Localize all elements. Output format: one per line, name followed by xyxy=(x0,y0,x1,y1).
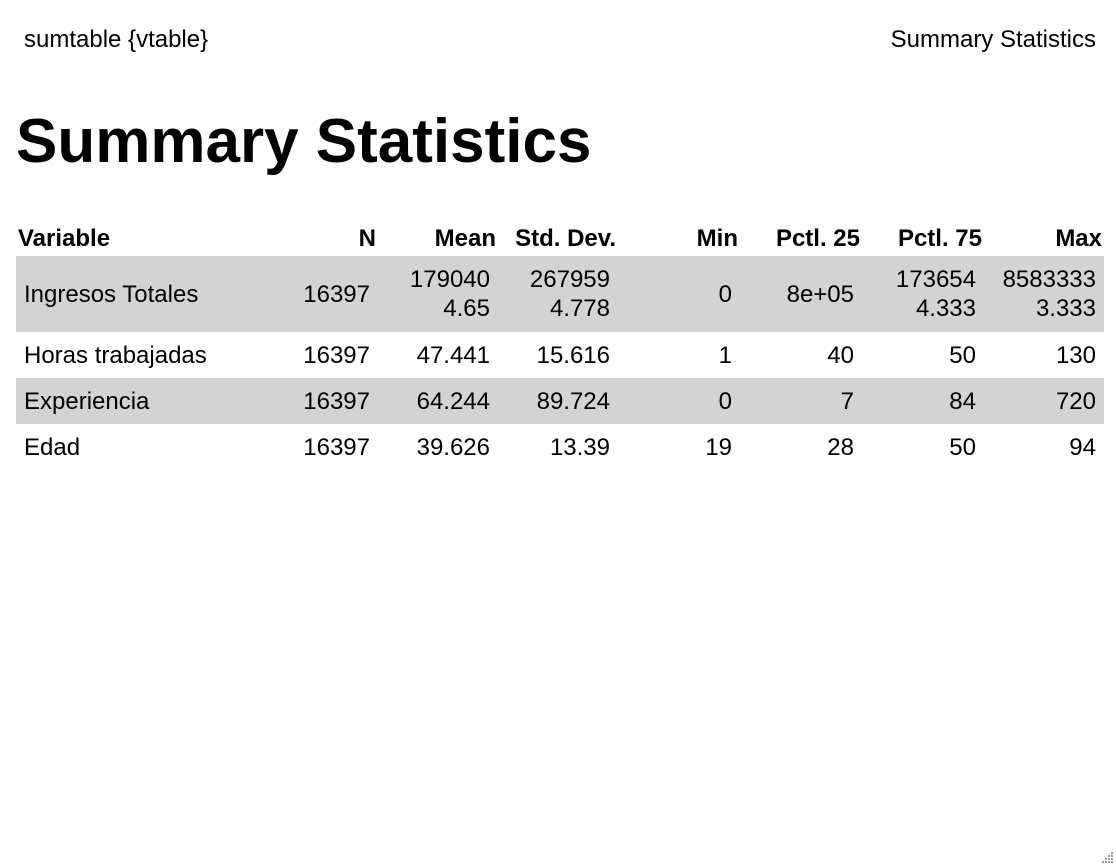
column-header-variable: Variable xyxy=(18,225,111,252)
column-header-pctl-25: Pctl. 25 xyxy=(775,225,860,252)
cell-std-dev-line-1: 267959 xyxy=(529,266,610,293)
column-header-n: N xyxy=(358,225,376,252)
cell-pctl-75-line-2: 4.333 xyxy=(915,295,976,322)
cell-n: 16397 xyxy=(303,341,370,369)
cell-pctl-75: 84 xyxy=(862,378,984,424)
help-page-header: sumtable {vtable} Summary Statistics xyxy=(0,0,1116,80)
column-header-std-dev: Std. Dev. xyxy=(515,225,616,252)
cell-n: 16397 xyxy=(288,256,378,332)
cell-std-dev-line-2: 4.778 xyxy=(549,295,610,322)
cell-std-dev: 13.39 xyxy=(549,433,610,461)
cell-n: 16397 xyxy=(288,378,378,424)
page-title: Summary Statistics xyxy=(16,107,592,176)
cell-pctl-25: 28 xyxy=(827,433,854,461)
cell-min: 0 xyxy=(618,378,740,424)
cell-mean-line-1: 179040 xyxy=(409,266,490,293)
cell-pctl-75: 50 xyxy=(949,433,976,461)
resize-grip-icon[interactable] xyxy=(1100,850,1114,864)
cell-pctl-75-line-1: 173654 xyxy=(895,266,976,293)
header-topic-label: sumtable {vtable} xyxy=(24,26,209,53)
cell-max: 720 xyxy=(984,378,1104,424)
column-header-pctl-75: Pctl. 75 xyxy=(897,225,982,252)
cell-std-dev: 267959 4.778 xyxy=(498,256,618,332)
table-header-row: Variable N Mean Std. Dev. Min Pctl. 25 P… xyxy=(16,222,1104,256)
cell-n: 16397 xyxy=(303,433,370,461)
cell-pctl-75: 173654 4.333 xyxy=(862,256,984,332)
cell-pctl-25: 7 xyxy=(740,378,862,424)
cell-max: 8583333 3.333 xyxy=(984,256,1104,332)
cell-variable: Ingresos Totales xyxy=(16,256,288,332)
summary-statistics-table: Variable N Mean Std. Dev. Min Pctl. 25 P… xyxy=(16,222,1104,470)
cell-variable: Edad xyxy=(24,433,81,461)
table-row: Experiencia 16397 64.244 89.724 0 7 84 7… xyxy=(16,378,1104,424)
cell-mean: 64.244 xyxy=(378,378,498,424)
cell-pctl-25: 8e+05 xyxy=(740,256,862,332)
header-page-label: Summary Statistics xyxy=(890,26,1096,53)
table-row: Horas trabajadas 16397 47.441 15.616 1 4… xyxy=(16,332,1104,378)
cell-variable: Horas trabajadas xyxy=(24,341,207,369)
cell-mean: 47.441 xyxy=(416,341,490,369)
column-header-min: Min xyxy=(696,225,738,252)
cell-mean-line-2: 4.65 xyxy=(443,295,490,322)
cell-min: 19 xyxy=(705,433,732,461)
cell-min: 1 xyxy=(718,341,732,369)
cell-mean: 39.626 xyxy=(416,433,490,461)
cell-std-dev: 15.616 xyxy=(536,341,610,369)
column-header-max: Max xyxy=(1055,225,1102,252)
cell-max: 130 xyxy=(1055,341,1096,369)
column-header-mean: Mean xyxy=(434,225,496,252)
cell-max-line-1: 8583333 xyxy=(1002,266,1096,293)
cell-min: 0 xyxy=(618,256,740,332)
cell-max-line-2: 3.333 xyxy=(1035,295,1096,322)
table-row: Edad 16397 39.626 13.39 19 28 50 94 xyxy=(16,424,1104,470)
table-row: Ingresos Totales 16397 179040 4.65 267959… xyxy=(16,256,1104,332)
cell-max: 94 xyxy=(1069,433,1096,461)
cell-mean: 179040 4.65 xyxy=(378,256,498,332)
cell-variable: Experiencia xyxy=(16,378,288,424)
cell-std-dev: 89.724 xyxy=(498,378,618,424)
cell-pctl-25: 40 xyxy=(827,341,854,369)
cell-pctl-75: 50 xyxy=(949,341,976,369)
